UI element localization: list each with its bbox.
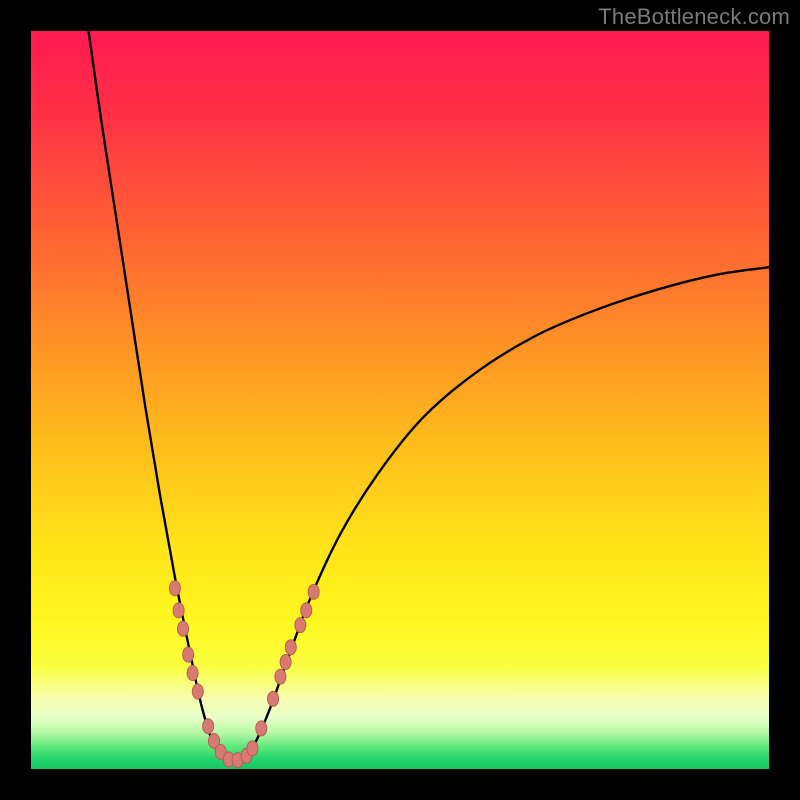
data-marker xyxy=(285,640,296,655)
data-marker xyxy=(183,647,194,662)
data-marker xyxy=(192,684,203,699)
data-marker xyxy=(173,603,184,618)
data-marker xyxy=(280,654,291,669)
data-marker xyxy=(256,721,267,736)
plot-area xyxy=(31,31,769,769)
data-marker xyxy=(187,666,198,681)
data-marker xyxy=(301,603,312,618)
data-marker xyxy=(275,669,286,684)
chart-svg xyxy=(31,31,769,769)
data-marker xyxy=(295,618,306,633)
watermark-text: TheBottleneck.com xyxy=(598,4,790,30)
data-marker xyxy=(308,584,319,599)
data-marker xyxy=(247,741,258,756)
gradient-background xyxy=(31,31,769,769)
data-marker xyxy=(203,719,214,734)
data-marker xyxy=(169,581,180,596)
data-marker xyxy=(178,621,189,636)
data-marker xyxy=(268,691,279,706)
chart-outer-frame: TheBottleneck.com xyxy=(0,0,800,800)
